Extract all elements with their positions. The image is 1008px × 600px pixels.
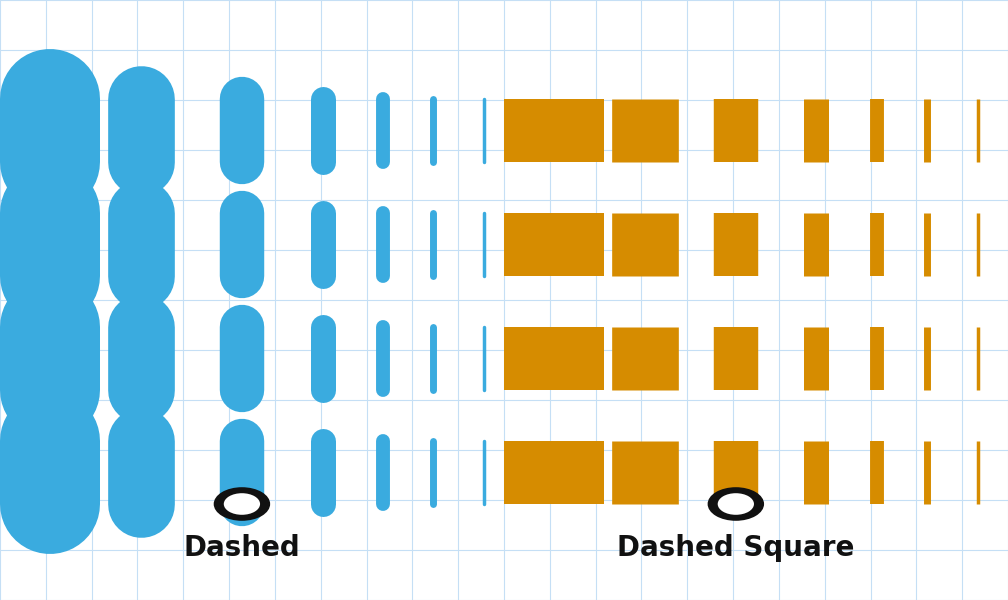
Circle shape xyxy=(214,487,270,521)
Text: Dashed: Dashed xyxy=(183,534,300,562)
Circle shape xyxy=(708,487,764,521)
Circle shape xyxy=(224,493,260,515)
Text: Dashed Square: Dashed Square xyxy=(617,534,855,562)
Circle shape xyxy=(718,493,754,515)
